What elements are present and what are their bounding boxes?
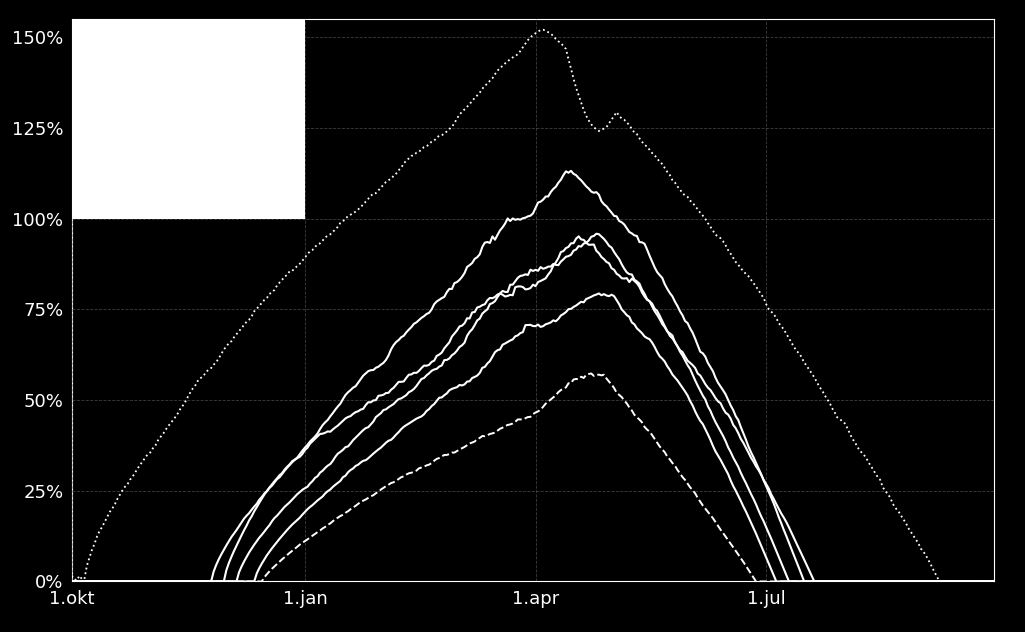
Bar [72,19,304,219]
